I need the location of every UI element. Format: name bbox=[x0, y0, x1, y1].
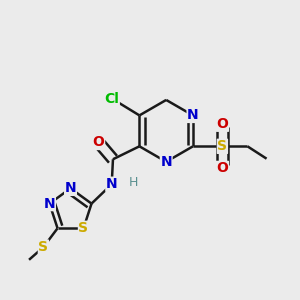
Text: S: S bbox=[38, 240, 48, 254]
Text: N: N bbox=[187, 108, 199, 122]
Text: H: H bbox=[128, 176, 138, 189]
Text: S: S bbox=[218, 139, 227, 153]
Text: O: O bbox=[217, 117, 228, 131]
Text: S: S bbox=[79, 221, 88, 235]
Text: O: O bbox=[93, 136, 105, 149]
Text: O: O bbox=[217, 161, 228, 176]
Text: N: N bbox=[106, 177, 118, 191]
Text: N: N bbox=[44, 196, 55, 211]
Text: N: N bbox=[65, 181, 76, 195]
Text: Cl: Cl bbox=[104, 92, 119, 106]
Text: N: N bbox=[160, 155, 172, 169]
